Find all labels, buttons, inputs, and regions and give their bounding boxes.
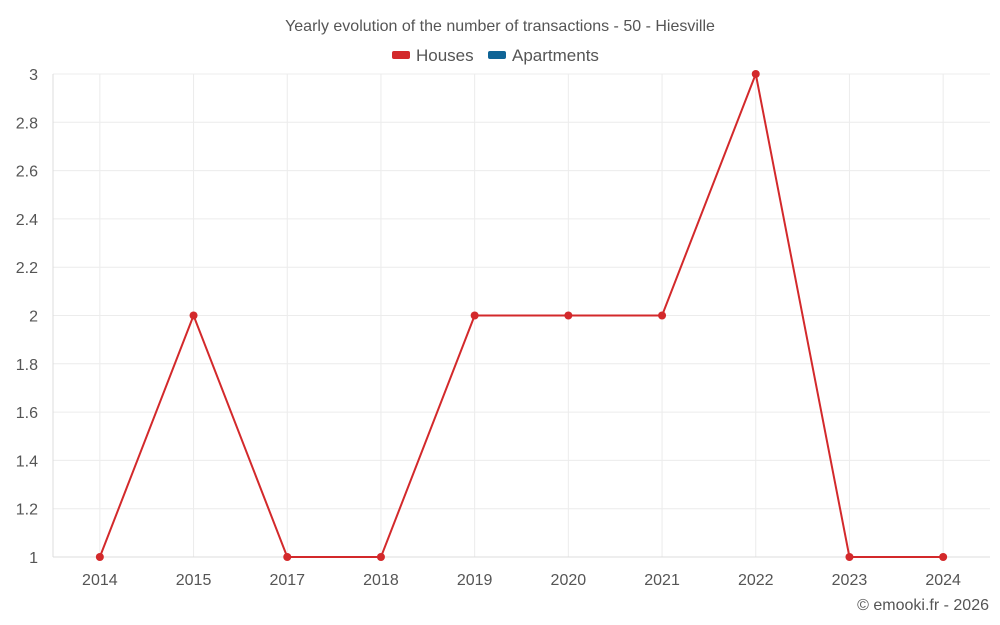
y-tick-label: 2.2 [16,260,38,277]
y-tick-label: 2.6 [16,164,38,181]
data-point-houses[interactable] [376,553,385,561]
data-point-houses[interactable] [564,311,573,320]
y-tick-label: 3 [29,67,38,84]
x-tick-label: 2014 [82,572,118,589]
data-point-houses[interactable] [95,553,104,561]
y-tick-label: 2 [29,309,38,326]
data-point-houses[interactable] [845,553,854,561]
data-point-houses[interactable] [751,70,760,78]
data-point-houses[interactable] [658,311,667,320]
y-tick-label: 1.6 [16,405,38,422]
series-line-houses [98,73,944,558]
legend-swatch-houses [392,51,410,59]
data-point-houses[interactable] [189,311,198,320]
legend: Houses Apartments [392,46,599,65]
y-tick-label: 1.4 [16,453,38,470]
y-tick-label: 2.8 [16,115,38,132]
y-tick-label: 1.2 [16,502,38,519]
legend-label-apartments: Apartments [512,46,599,65]
legend-item-houses[interactable]: Houses [392,46,474,65]
legend-item-apartments[interactable]: Apartments [488,46,599,65]
x-tick-label: 2015 [176,572,212,589]
axes: 1 1.2 1.4 1.6 1.8 2 2.2 2.4 2.6 2.8 3 2014 2015 2017 2… [16,67,990,589]
series-layer [95,70,948,561]
x-tick-label: 2023 [832,572,868,589]
x-tick-label: 2018 [363,572,399,589]
y-tick-label: 1 [29,550,38,567]
data-point-houses[interactable] [939,553,948,561]
x-tick-label: 2024 [925,572,961,589]
chart-title: Yearly evolution of the number of transa… [285,18,715,35]
y-tick-label: 1.8 [16,357,38,374]
legend-label-houses: Houses [416,46,474,65]
data-point-houses[interactable] [470,311,479,320]
legend-swatch-apartments [488,51,506,59]
x-tick-label: 2017 [269,572,305,589]
credit-text: © emooki.fr - 2026 [857,597,989,614]
data-point-houses[interactable] [283,553,292,561]
x-tick-label: 2022 [738,572,774,589]
x-tick-label: 2020 [551,572,587,589]
x-tick-label: 2021 [644,572,680,589]
y-tick-label: 2.4 [16,212,38,229]
x-tick-label: 2019 [457,572,493,589]
